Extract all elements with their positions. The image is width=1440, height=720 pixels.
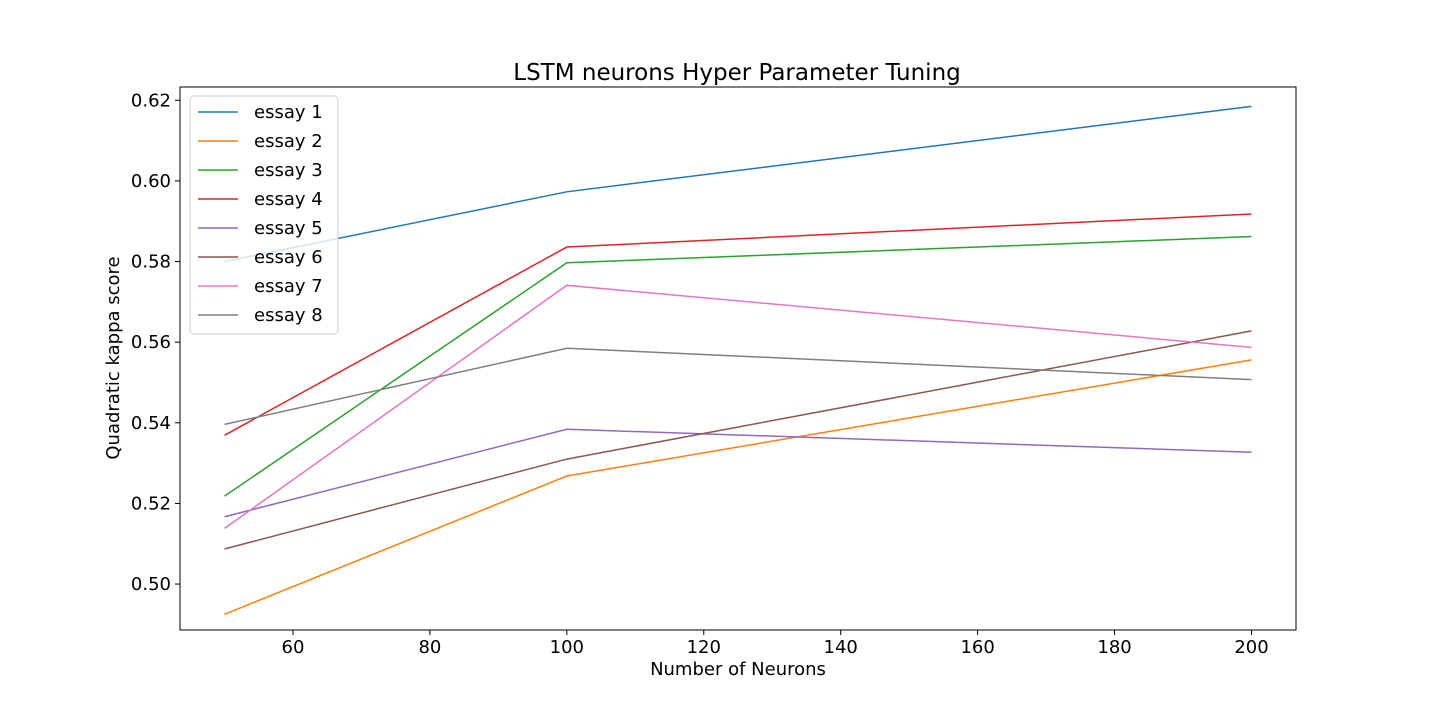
series-line-1: [224, 105, 1252, 263]
legend-label-8: essay 8: [254, 305, 323, 326]
y-tick-label: 0.54: [131, 413, 171, 434]
y-axis: 0.50 0.52 0.54 0.56 0.58 0.60 0.62: [131, 90, 180, 595]
y-axis-label: Quadratic kappa score: [103, 256, 124, 459]
series-line-5: [224, 428, 1252, 518]
x-tick-label: 160: [960, 637, 994, 658]
legend: essay 1 essay 2 essay 3 essay 4 essay 5 essay…: [189, 95, 339, 335]
y-tick-label: 0.58: [131, 252, 171, 273]
legend-label-7: essay 7: [254, 276, 323, 297]
y-tick-label: 0.50: [131, 574, 171, 595]
legend-label-2: essay 2: [254, 131, 323, 152]
chart-title: LSTM neurons Hyper Parameter Tuning: [513, 60, 961, 86]
y-tick-label: 0.62: [131, 90, 171, 111]
y-tick-label: 0.56: [131, 332, 171, 353]
legend-label-1: essay 1: [254, 102, 323, 123]
x-axis: 60 80 100 120 140 160 180 200: [282, 630, 1269, 658]
series-line-8: [224, 347, 1252, 426]
x-axis-label: Number of Neurons: [650, 659, 826, 680]
x-tick-label: 140: [824, 637, 858, 658]
x-tick-label: 80: [418, 637, 441, 658]
legend-box: [189, 95, 339, 335]
series-line-2: [224, 359, 1252, 615]
x-tick-label: 60: [282, 637, 305, 658]
legend-label-5: essay 5: [254, 218, 323, 239]
x-tick-label: 180: [1097, 637, 1131, 658]
legend-label-3: essay 3: [254, 160, 323, 181]
legend-label-4: essay 4: [254, 189, 323, 210]
plot-frame: [179, 86, 1297, 631]
series-line-3: [224, 235, 1252, 497]
series-line-7: [224, 284, 1252, 530]
y-tick-label: 0.52: [131, 493, 171, 514]
x-tick-label: 100: [550, 637, 584, 658]
series-line-4: [224, 213, 1252, 436]
y-tick-label: 0.60: [131, 171, 171, 192]
x-tick-label: 200: [1234, 637, 1268, 658]
x-tick-label: 120: [687, 637, 721, 658]
legend-label-6: essay 6: [254, 247, 323, 268]
plot-lines: [224, 105, 1252, 615]
series-line-6: [224, 330, 1252, 550]
